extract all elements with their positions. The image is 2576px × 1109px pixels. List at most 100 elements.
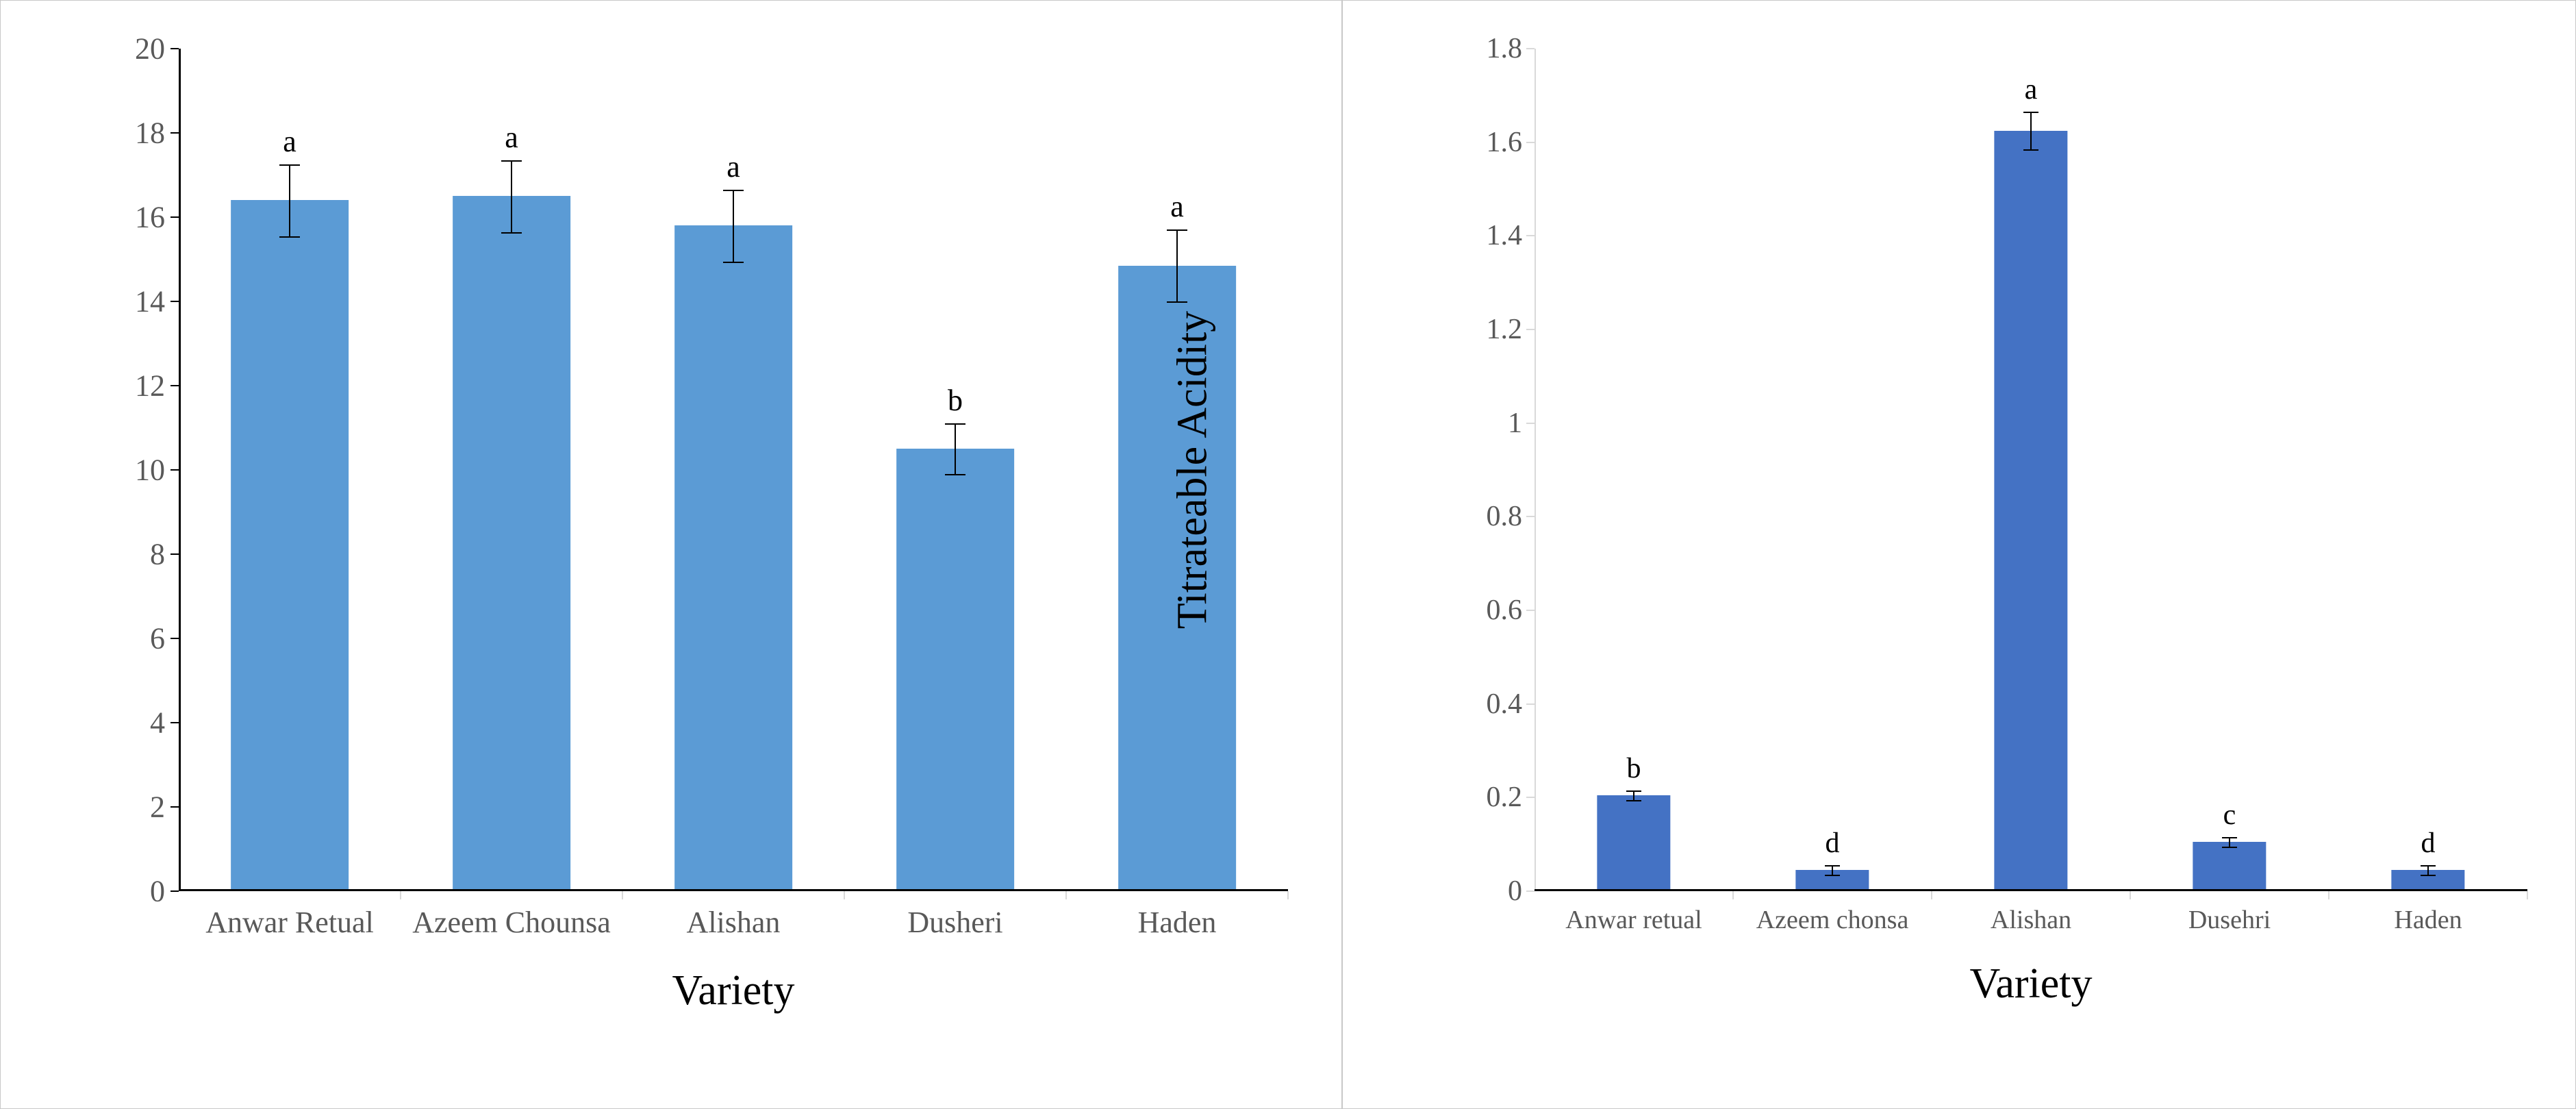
error-bar-line [2030,112,2032,149]
y-tick-label: 2 [150,790,165,825]
x-tick-mark [622,891,623,899]
y-tick-mark [171,806,179,808]
y-tick-label: 10 [135,453,165,488]
x-tick-mark [400,891,401,899]
y-tick-mark [1526,423,1535,424]
bar [896,449,1014,889]
y-tick-label: 1.8 [1487,32,1523,65]
y-tick-mark [171,301,179,302]
y-tick-mark [171,48,179,49]
error-bar-cap [2222,837,2237,838]
error-bar-line [1832,865,1833,875]
error-bar-cap [723,190,744,191]
plot-area-tss: Total Soluble Solids Variety 02468101214… [179,49,1288,891]
error-bar-line [289,164,290,236]
y-tick-mark [171,469,179,471]
bar [453,196,570,889]
x-tick-mark [844,891,845,899]
bar [1597,795,1670,889]
x-tick-label: Alishan [687,905,781,940]
significance-letter: a [283,124,296,159]
error-bar-cap [1825,865,1840,867]
error-bar-cap [2023,149,2038,151]
y-tick-label: 16 [135,200,165,235]
x-tick-label: Dusehri [2188,905,2271,935]
error-bar-cap [723,262,744,263]
y-tick-label: 14 [135,284,165,319]
error-bar-cap [1626,800,1641,801]
x-tick-label: Dusheri [907,905,1002,940]
y-tick-mark [1526,797,1535,798]
error-bar-cap [1626,790,1641,792]
error-bar-cap [2222,847,2237,848]
error-bar-line [2427,865,2429,875]
bar [674,225,792,889]
y-tick-label: 0 [1508,875,1522,908]
y-tick-label: 0.2 [1487,781,1523,814]
y-tick-label: 6 [150,621,165,656]
y-tick-mark [171,385,179,386]
bar [231,200,349,889]
error-bar-cap [1167,229,1187,231]
y-tick-mark [1526,610,1535,611]
y-tick-label: 0 [150,874,165,909]
y-tick-label: 1.4 [1487,219,1523,252]
panel-ta: Titrateable Acidity Variety 00.20.40.60.… [1342,0,2576,1109]
plot-area-ta: Titrateable Acidity Variety 00.20.40.60.… [1535,49,2527,891]
error-bar-line [733,190,734,262]
y-tick-label: 12 [135,369,165,403]
x-axis-line [1535,889,2527,891]
x-axis-title: Variety [1969,960,2092,1008]
error-bar-cap [2421,875,2436,876]
error-bar-line [1633,790,1634,800]
error-bar-cap [279,236,300,238]
x-tick-mark [1931,891,1932,899]
y-tick-mark [171,216,179,218]
y-tick-mark [1526,142,1535,143]
y-tick-mark [171,638,179,639]
x-tick-label: Haden [2394,905,2462,935]
significance-letter: c [2223,799,2236,832]
significance-letter: a [1170,189,1184,224]
panel-tss: Total Soluble Solids Variety 02468101214… [0,0,1342,1109]
y-tick-mark [1526,703,1535,705]
bar [1994,131,2067,889]
x-tick-mark [1065,891,1067,899]
significance-letter: a [727,149,740,184]
y-tick-label: 4 [150,706,165,740]
y-tick-label: 0.6 [1487,594,1523,627]
y-tick-mark [171,553,179,555]
x-tick-label: Anwar Retual [205,905,374,940]
x-tick-label: Anwar retual [1565,905,1702,935]
error-bar-cap [945,423,965,425]
x-tick-label: Alishan [1991,905,2071,935]
significance-letter: d [1826,827,1840,860]
x-axis-line [179,889,1288,891]
y-tick-label: 0.8 [1487,500,1523,533]
error-bar-line [1176,229,1178,301]
y-tick-mark [1526,329,1535,330]
y-tick-label: 8 [150,537,165,572]
x-tick-label: Haden [1138,905,1217,940]
x-tick-mark [2130,891,2131,899]
error-bar-cap [279,164,300,166]
error-bar-cap [1167,301,1187,303]
error-bar-cap [2023,112,2038,113]
bar [2193,842,2266,889]
error-bar-cap [501,160,522,162]
significance-letter: b [948,383,963,418]
y-tick-label: 0.4 [1487,688,1523,721]
x-tick-label: Azeem chonsa [1756,905,1909,935]
error-bar-cap [2421,865,2436,867]
x-tick-mark [1287,891,1289,899]
y-tick-label: 20 [135,32,165,66]
y-tick-mark [171,132,179,134]
error-bar-line [955,423,956,474]
error-bar-cap [1825,875,1840,876]
y-tick-label: 1.6 [1487,126,1523,159]
significance-letter: a [505,120,518,155]
y-tick-label: 18 [135,116,165,151]
significance-letter: a [2025,73,2038,106]
y-tick-mark [1526,890,1535,892]
x-axis-title: Variety [672,967,794,1015]
